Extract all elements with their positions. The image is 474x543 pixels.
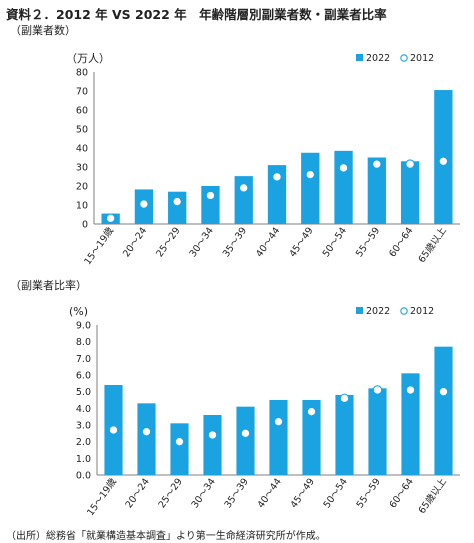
x-tick-label: 25〜29	[157, 476, 185, 510]
x-tick-label: 55〜59	[354, 225, 382, 259]
source-note: （出所）総務省「就業構造基本調査」より第一生命経済研究所が作成。	[6, 531, 326, 542]
legend-label-2012: 2012	[410, 306, 434, 317]
legend-label-2022: 2022	[366, 53, 390, 64]
legend-marker-2012	[400, 54, 408, 62]
count-chart: （万人） 2022 2012 0 10 20 30 40 50 60 70 80 15〜19歳 20〜24…	[66, 52, 460, 267]
y-tick-label: 1.0	[76, 454, 91, 465]
x-tick-label: 50〜54	[321, 225, 349, 259]
y-tick-label: 10	[76, 201, 88, 212]
x-tick-label: 15〜19歳	[84, 475, 119, 518]
y-tick-label: 60	[76, 106, 88, 117]
x-tick-label: 40〜44	[256, 476, 284, 510]
x-tick-label: 50〜54	[322, 476, 350, 510]
y-axis-label: （万人）	[66, 52, 110, 65]
y-tick-label: 20	[76, 182, 88, 193]
bar-2022	[400, 161, 420, 224]
x-tick-label: 25〜29	[154, 225, 182, 259]
marker-2012	[405, 159, 415, 169]
marker-2012	[339, 393, 350, 404]
y-tick-label: 50	[76, 125, 88, 136]
bar-2022	[269, 400, 288, 475]
x-tick-label: 15〜19歳	[81, 224, 116, 267]
y-tick-label: 5.0	[76, 387, 91, 398]
bar-2022	[335, 395, 354, 475]
legend-label-2012: 2012	[410, 53, 434, 64]
legend-label-2022: 2022	[366, 306, 390, 317]
marker-2012	[205, 190, 216, 201]
bar-2022	[137, 403, 156, 475]
x-tick-label: 55〜59	[355, 476, 383, 510]
x-tick-label: 45〜49	[287, 225, 315, 259]
x-tick-label: 20〜24	[121, 225, 149, 259]
y-tick-label: 0	[82, 220, 88, 231]
x-tick-label: 60〜64	[387, 225, 415, 259]
y-tick-label: 3.0	[76, 421, 91, 432]
legend-swatch-2022	[356, 54, 363, 61]
marker-2012	[105, 213, 116, 224]
marker-2012	[238, 183, 249, 193]
y-tick-label: 80	[76, 68, 88, 79]
chart1-section-label: （副業者数）	[10, 24, 76, 37]
marker-2012	[139, 199, 149, 209]
marker-2012	[272, 172, 282, 182]
marker-2012	[240, 428, 251, 439]
y-tick-label: 40	[76, 144, 88, 155]
marker-2012	[141, 426, 152, 437]
bar-2022	[334, 150, 353, 224]
x-tick-label: 35〜39	[223, 476, 251, 510]
y-axis-label: (%)	[69, 305, 88, 318]
x-tick-label: 45〜49	[289, 476, 317, 510]
chart2-section-label: （副業者比率）	[10, 279, 87, 292]
y-tick-label: 7.0	[76, 354, 91, 365]
marker-2012	[438, 156, 449, 167]
x-tick-label: 20〜24	[124, 476, 152, 510]
bar-2022	[168, 191, 187, 224]
y-tick-label: 70	[76, 87, 88, 98]
y-tick-label: 0.0	[76, 471, 91, 482]
bar-2022	[367, 157, 386, 224]
marker-2012	[338, 163, 349, 173]
y-tick-label: 2.0	[76, 437, 91, 448]
y-tick-label: 9.0	[76, 321, 91, 332]
bar-2022	[236, 406, 255, 475]
marker-2012	[174, 436, 185, 447]
marker-2012	[372, 385, 383, 395]
x-tick-label: 65歳以上	[416, 475, 449, 516]
bar-2022	[203, 415, 222, 475]
x-tick-label: 60〜64	[388, 476, 416, 510]
y-tick-label: 4.0	[76, 404, 91, 415]
bar-2022	[301, 152, 320, 224]
marker-2012	[172, 196, 182, 207]
bar-2022	[267, 165, 287, 224]
y-tick-label: 30	[76, 163, 88, 174]
marker-2012	[438, 386, 449, 397]
bar-2022	[434, 346, 453, 475]
y-tick-label: 8.0	[76, 337, 91, 348]
marker-2012	[405, 385, 416, 395]
marker-2012	[306, 406, 317, 417]
bar-2022	[368, 388, 387, 475]
bar-2022	[170, 423, 189, 475]
x-tick-label: 40〜44	[254, 225, 282, 259]
x-tick-label: 65歳以上	[416, 224, 449, 265]
legend-swatch-2022	[356, 307, 363, 314]
legend-marker-2012	[400, 307, 408, 315]
bar-2022	[302, 400, 321, 475]
bar-2022	[401, 373, 420, 475]
marker-2012	[273, 416, 284, 427]
ratio-chart: (%) 2022 2012 0.0 1.0 2.0 3.0 4.0 5.0 6.0 7.0 8.0 9.…	[69, 305, 460, 518]
marker-2012	[372, 159, 382, 169]
x-tick-label: 35〜39	[221, 225, 249, 259]
marker-2012	[207, 430, 218, 440]
page-title: 資料２．2012 年 VS 2022 年 年齢階層別副業者数・副業者比率	[6, 7, 387, 22]
x-tick-label: 30〜34	[188, 225, 216, 259]
marker-2012	[108, 425, 119, 435]
y-tick-label: 6.0	[76, 371, 91, 382]
marker-2012	[305, 169, 316, 180]
x-tick-label: 30〜34	[190, 476, 218, 510]
